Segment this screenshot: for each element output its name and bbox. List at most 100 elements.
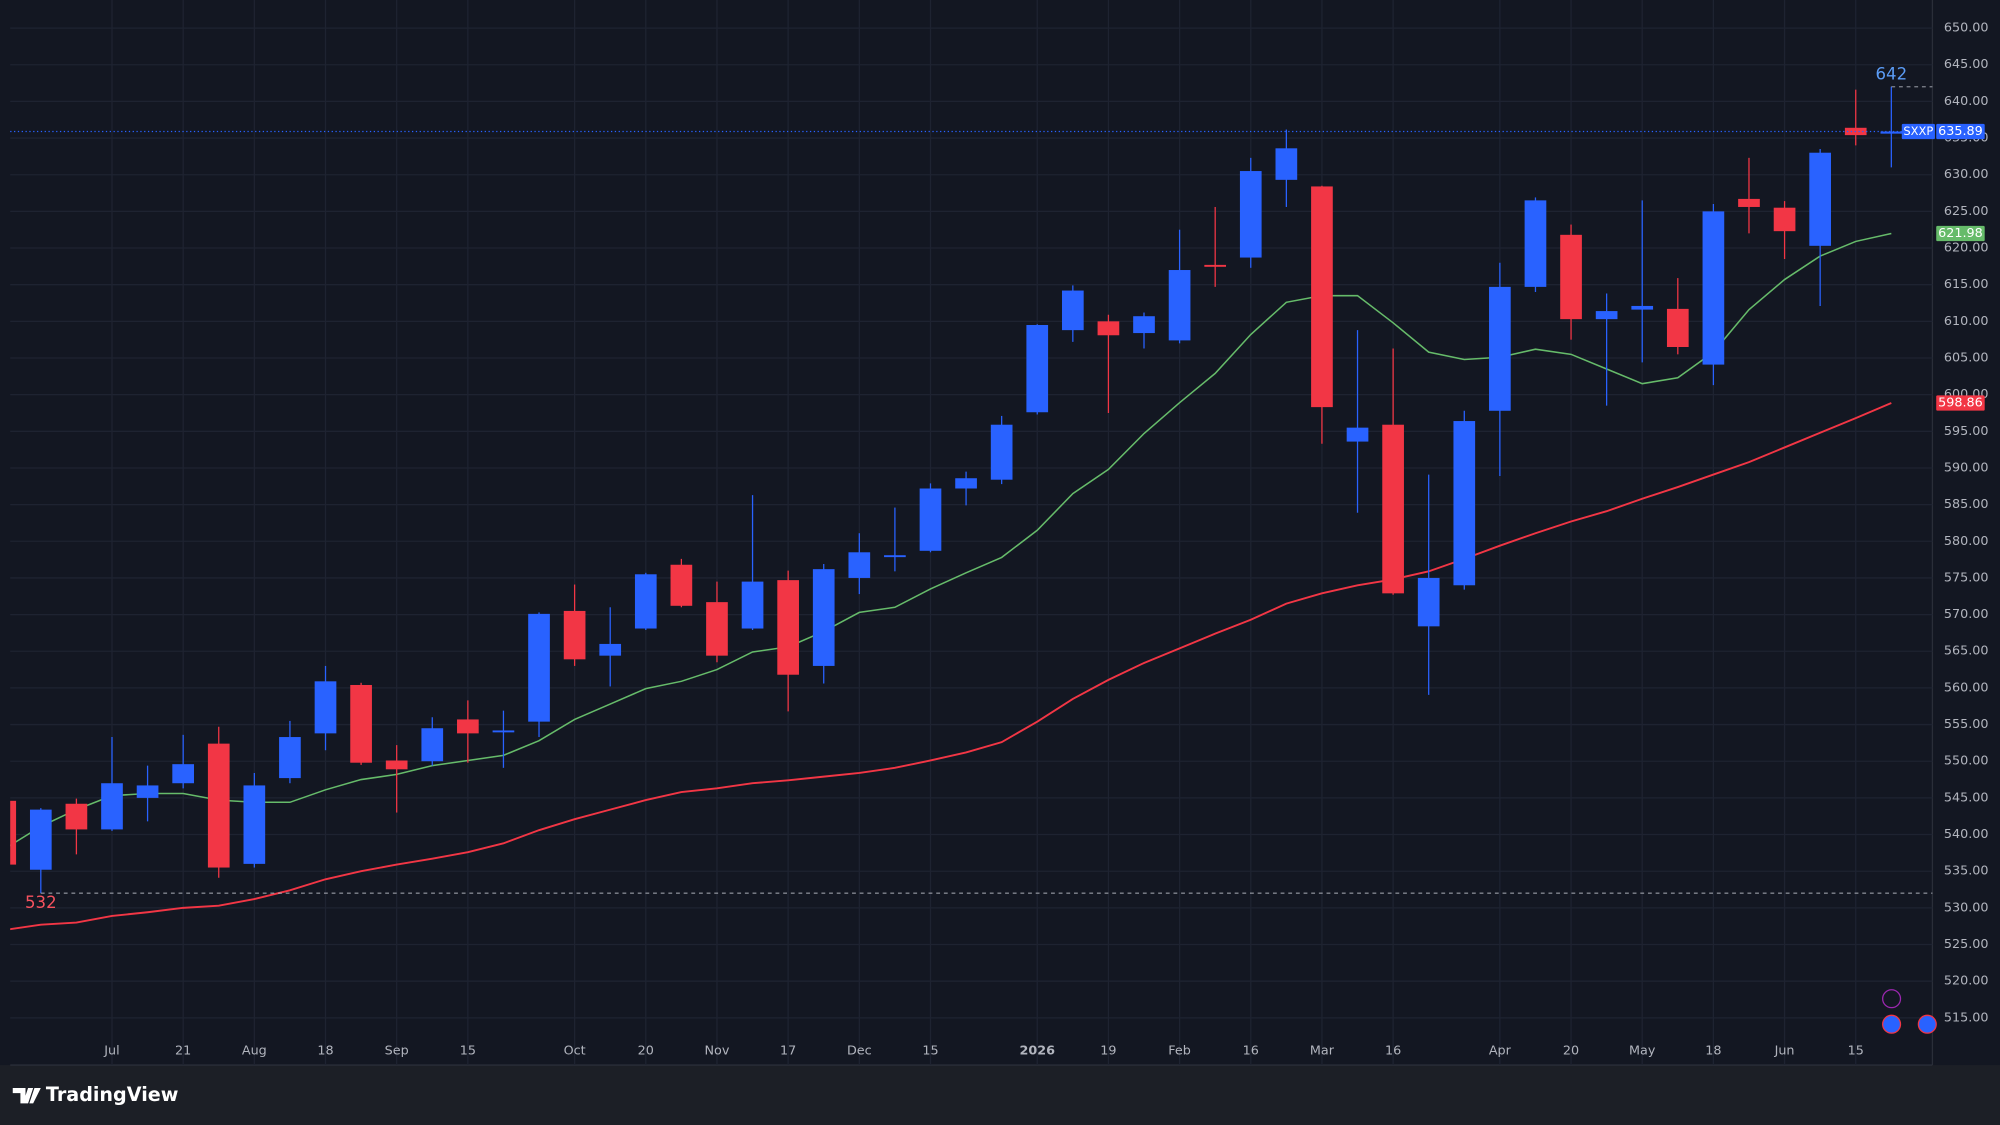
candle-body [1275, 148, 1298, 180]
x-tick-label: Aug [242, 1044, 267, 1059]
icon[interactable] [1882, 989, 1902, 1009]
candle-body [457, 719, 479, 734]
candle-body [1524, 200, 1547, 287]
candle-body [492, 730, 515, 733]
candle-body [1489, 286, 1511, 411]
candle-body [1631, 305, 1654, 310]
last-price-badge [1936, 123, 1985, 140]
candle-body [1097, 321, 1120, 336]
candle-body [1666, 308, 1689, 348]
candle-body [528, 613, 550, 722]
y-tick-label: 650.00 [1944, 21, 1989, 36]
x-tick-label: 16 [1385, 1044, 1401, 1059]
y-tick-label: 515.00 [1944, 1010, 1989, 1025]
last-price: 635.89 [1938, 124, 1983, 139]
y-tick-label: 545.00 [1944, 790, 1989, 805]
y-tick-label: 525.00 [1944, 937, 1989, 952]
candle-body [812, 569, 835, 666]
candle-body [29, 809, 52, 870]
ma-badge [1936, 395, 1985, 411]
y-tick-label: 620.00 [1944, 241, 1989, 256]
y-tick-label: 555.00 [1944, 717, 1989, 732]
y-tick-label: 570.00 [1944, 607, 1989, 622]
candle-body [1738, 198, 1760, 207]
candle-body [670, 564, 693, 606]
x-tick-label: 15 [460, 1044, 476, 1059]
candle-body [1133, 316, 1155, 334]
candle-body [955, 478, 977, 489]
candle-body [172, 764, 195, 784]
y-tick-label: 580.00 [1944, 534, 1989, 549]
ma-badge [1936, 225, 1985, 242]
brand: TradingView [46, 1083, 178, 1106]
candle-body [1880, 131, 1903, 134]
candle-body [634, 574, 657, 629]
moving-average [10, 232, 1892, 847]
x-tick-label: 17 [780, 1044, 796, 1059]
high-label: 642 [1875, 65, 1907, 84]
y-tick-label: 615.00 [1944, 277, 1989, 292]
candle-body [919, 488, 942, 551]
candle-body [884, 555, 906, 558]
x-tick-label: 18 [1705, 1044, 1721, 1059]
y-tick-label: 625.00 [1944, 204, 1989, 219]
y-tick-label: 590.00 [1944, 460, 1989, 475]
y-tick-label: 535.00 [1944, 864, 1989, 879]
logo: TradingView [12, 1083, 178, 1106]
y-tick-label: 585.00 [1944, 497, 1989, 512]
candle-body [350, 684, 372, 763]
candle-body [1239, 171, 1262, 258]
candle-body [563, 610, 586, 660]
y-tick-label: 645.00 [1944, 57, 1989, 72]
candle-body [1417, 577, 1440, 627]
candle-body [314, 681, 337, 734]
ma-value: 598.86 [1938, 396, 1983, 411]
icon[interactable] [1882, 1014, 1902, 1034]
candle-body [421, 728, 444, 762]
ticker: SXXP [1903, 124, 1933, 138]
candle-body [10, 800, 17, 865]
y-tick-label: 605.00 [1944, 350, 1989, 365]
y-tick-label: 540.00 [1944, 827, 1989, 842]
x-tick-label: Mar [1310, 1044, 1335, 1059]
candle-body [385, 760, 408, 770]
candle-body [1702, 211, 1725, 365]
candle-body [706, 602, 728, 656]
y-tick-label: 560.00 [1944, 680, 1989, 695]
candle-body [1026, 325, 1049, 413]
x-tick-label: Feb [1168, 1044, 1191, 1059]
x-tick-label: 21 [175, 1044, 191, 1059]
plot-area [10, 86, 1903, 931]
ticker-badge [1901, 123, 1935, 140]
x-tick-label: Jun [1774, 1044, 1795, 1059]
x-tick-label: 19 [1100, 1044, 1116, 1059]
x-tick-label: 20 [1563, 1044, 1579, 1059]
candle-body [1168, 270, 1191, 341]
ma-value: 621.98 [1938, 226, 1983, 241]
footer-bar [0, 1065, 2000, 1125]
x-tick-label: Dec [847, 1044, 872, 1059]
x-tick-label: 18 [317, 1044, 333, 1059]
x-tick-label: 16 [1243, 1044, 1259, 1059]
y-tick-label: 550.00 [1944, 754, 1989, 769]
y-tick-label: 530.00 [1944, 900, 1989, 915]
x-tick-label: May [1629, 1044, 1656, 1059]
candle-body [65, 803, 88, 830]
y-tick-label: 610.00 [1944, 314, 1989, 329]
x-tick-label: Oct [564, 1044, 586, 1059]
y-tick-label: 520.00 [1944, 974, 1989, 989]
icon[interactable] [1917, 1014, 1937, 1034]
x-tick-label: Jul [103, 1044, 119, 1059]
candle-body [207, 743, 230, 868]
x-tick-label: Apr [1489, 1044, 1512, 1059]
labels: 515.00 520.00 525.00 530.00 535.00 540.00 545.… [10, 21, 1989, 1059]
logo-mark [12, 1088, 41, 1104]
candle-body [1595, 311, 1618, 320]
candle-body [136, 785, 159, 798]
low-label: 532 [25, 893, 57, 912]
y-tick-label: 565.00 [1944, 644, 1989, 659]
candle-body [1773, 207, 1796, 232]
x-tick-label: 15 [1848, 1044, 1864, 1059]
